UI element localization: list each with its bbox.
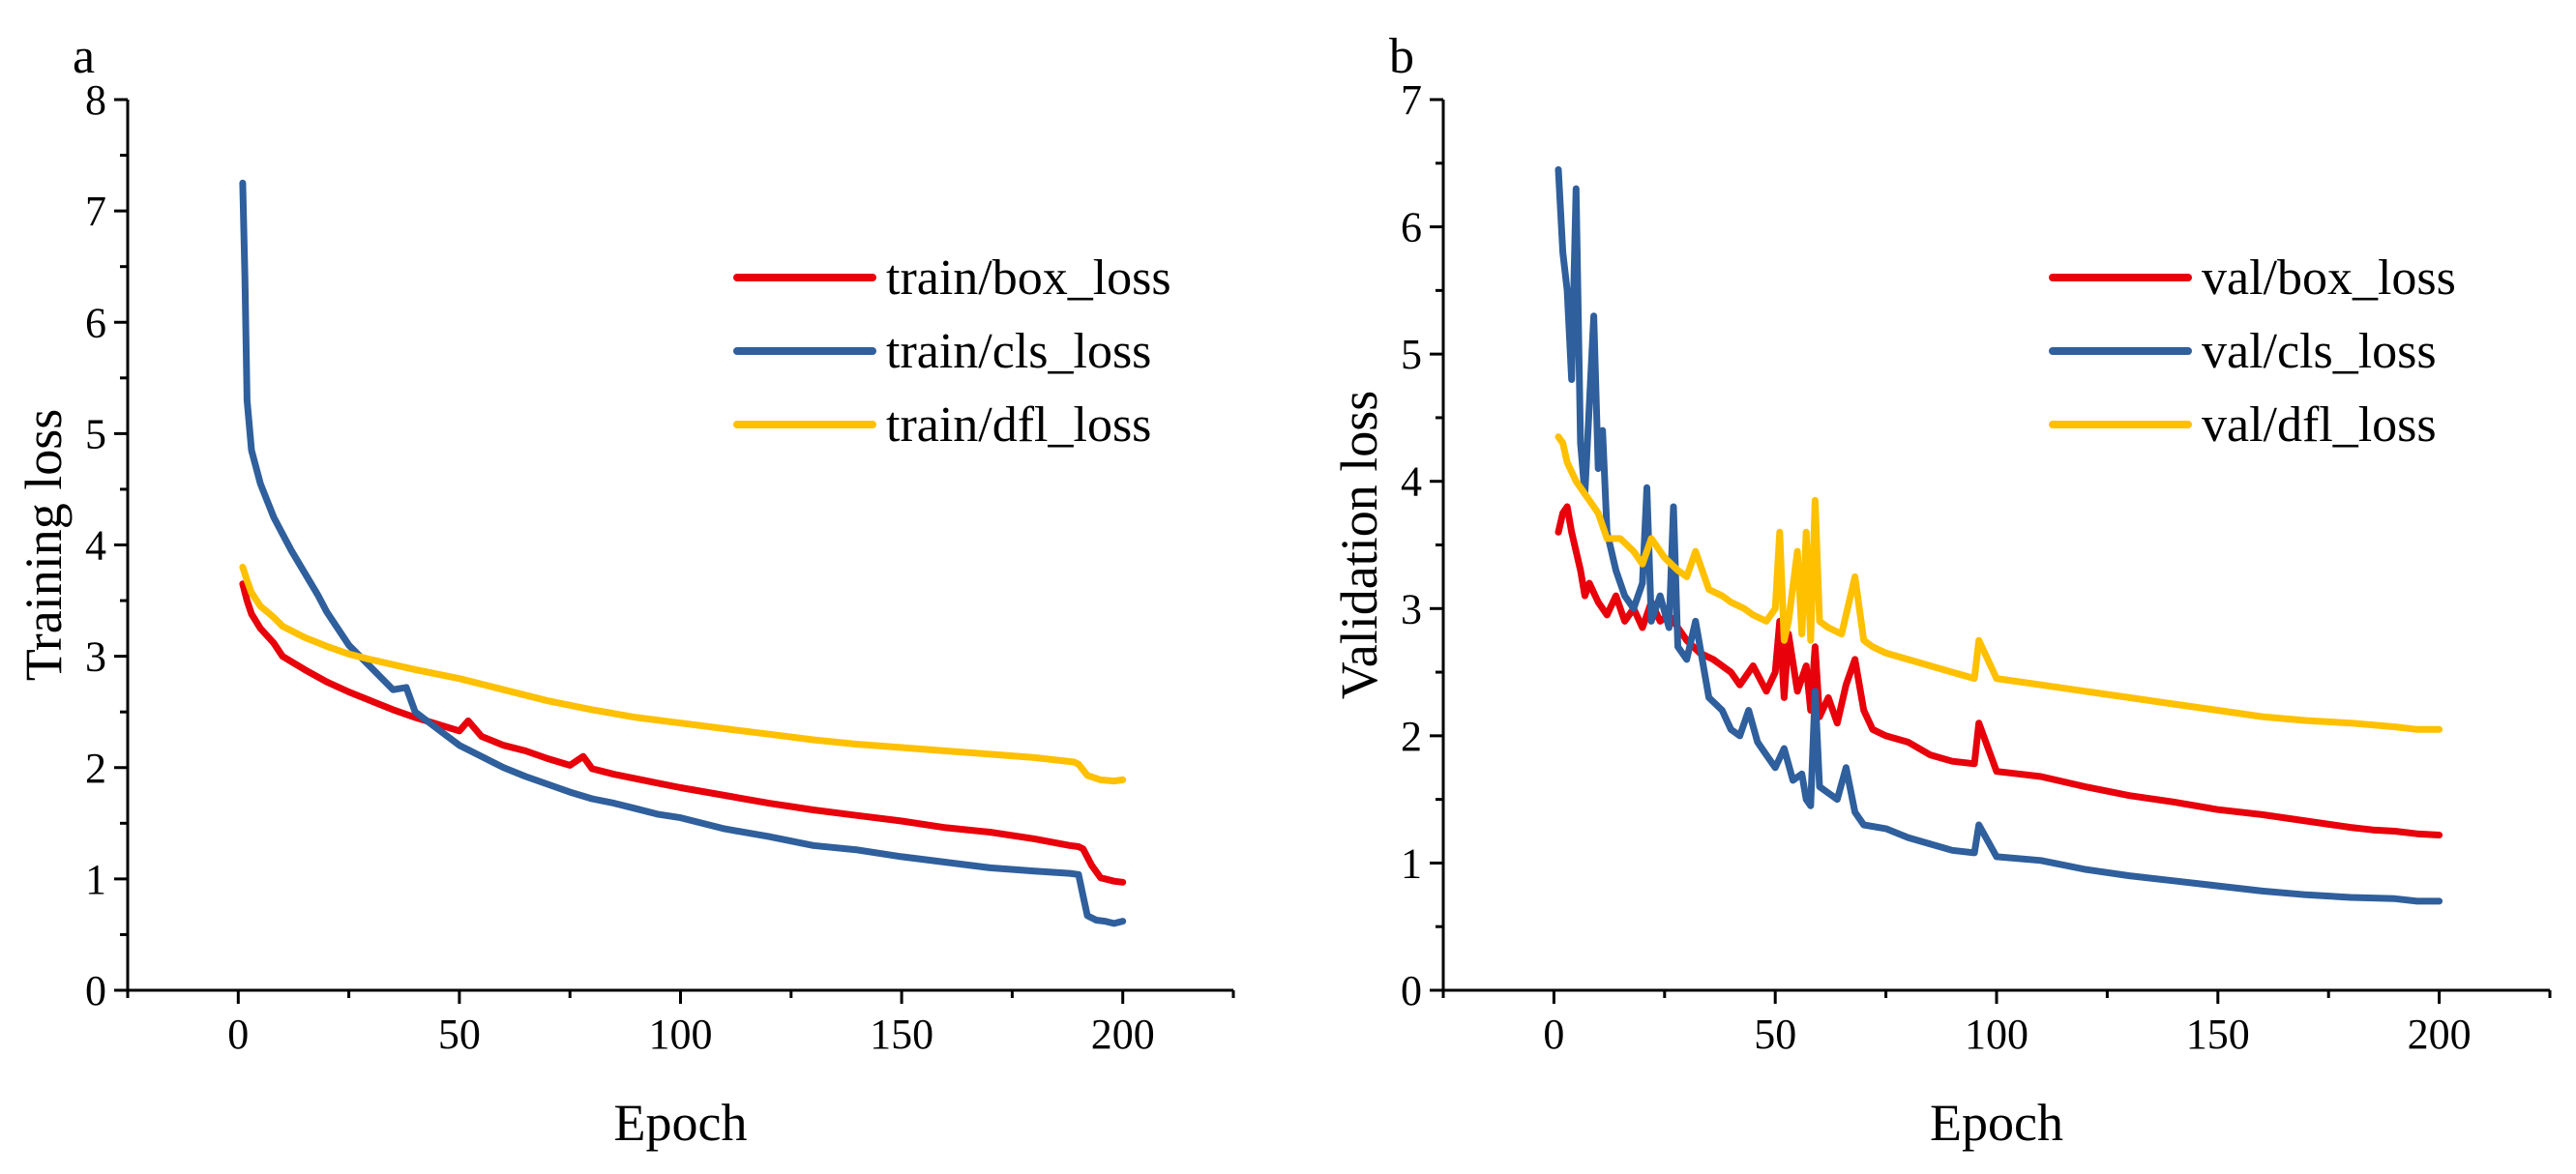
y-tick-label: 8	[85, 76, 106, 124]
legend-label: val/dfl_loss	[2202, 397, 2437, 453]
y-tick-label: 2	[85, 745, 106, 792]
y-tick-label: 6	[1401, 204, 1422, 251]
y-tick-label: 7	[85, 188, 106, 235]
validation-loss-chart: 0 50 100 150 200 0 1 2 3 4 5 6 7 Epoch Validation loss…	[1330, 29, 2552, 1152]
x-tick-label: 0	[227, 1011, 249, 1058]
x-tick-label: 100	[1965, 1011, 2028, 1058]
y-tick-label: 2	[1401, 713, 1422, 760]
x-tick-label: 150	[870, 1011, 933, 1058]
y-tick-label: 7	[1401, 76, 1422, 124]
x-tick-label: 50	[438, 1011, 481, 1058]
x-axis-title: Epoch	[614, 1094, 748, 1152]
legend-label: val/cls_loss	[2202, 324, 2437, 379]
series-line-val-cls-loss	[1554, 165, 2443, 905]
training-loss-chart: 0 50 100 150 200 0 1 2 3 4 5 6 7 8 Epoch Training loss a…	[15, 29, 1235, 1152]
y-tick-label: 3	[1401, 585, 1422, 632]
y-axis-title: Training loss	[15, 409, 73, 682]
legend-label: train/box_loss	[886, 250, 1171, 306]
series-line-train-box-loss	[239, 580, 1127, 886]
y-tick-label: 1	[1401, 839, 1422, 887]
x-tick-label: 100	[649, 1011, 713, 1058]
legend-label: val/box_loss	[2202, 250, 2456, 306]
series-line-val-dfl-loss	[1554, 433, 2443, 733]
y-tick-label: 4	[85, 522, 106, 570]
y-tick-label: 1	[85, 856, 106, 903]
y-tick-label: 5	[85, 410, 106, 457]
series-line-train-dfl-loss	[239, 564, 1127, 785]
y-axis-title: Validation loss	[1330, 391, 1388, 700]
y-tick-label: 5	[1401, 331, 1422, 378]
legend-label: train/dfl_loss	[886, 397, 1151, 453]
x-tick-label: 200	[1091, 1011, 1155, 1058]
panel-letter: b	[1389, 29, 1414, 84]
x-tick-label: 0	[1543, 1011, 1564, 1058]
x-tick-label: 50	[1754, 1011, 1796, 1058]
y-tick-label: 6	[85, 299, 106, 346]
y-tick-label: 0	[85, 967, 106, 1014]
series-line-train-cls-loss	[239, 179, 1127, 927]
y-tick-label: 0	[1401, 967, 1422, 1014]
panel-letter: a	[73, 29, 95, 84]
x-tick-label: 200	[2408, 1011, 2472, 1058]
y-tick-label: 4	[1401, 458, 1422, 506]
y-tick-label: 3	[85, 633, 106, 681]
series-line-val-box-loss	[1554, 503, 2443, 838]
x-axis-title: Epoch	[1930, 1094, 2063, 1152]
legend-label: train/cls_loss	[886, 324, 1151, 379]
x-tick-label: 150	[2186, 1011, 2250, 1058]
